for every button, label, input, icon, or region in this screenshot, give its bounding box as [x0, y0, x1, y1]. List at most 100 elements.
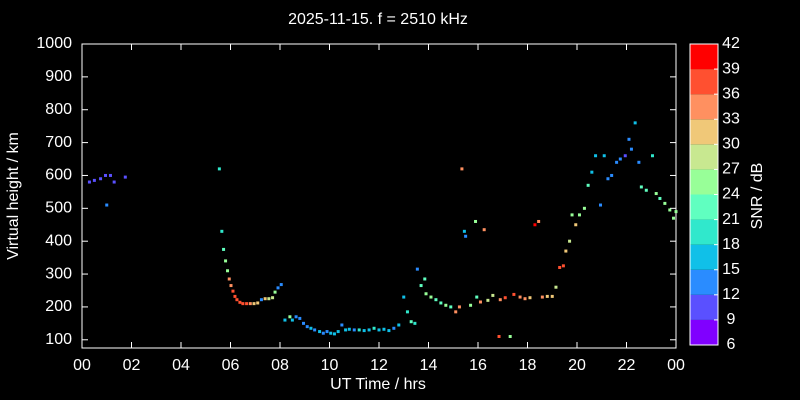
point	[302, 321, 306, 325]
point	[224, 259, 228, 263]
point	[377, 328, 381, 332]
point	[241, 302, 245, 306]
y-tick-label: 100	[45, 331, 72, 348]
point	[231, 289, 235, 293]
point	[475, 295, 479, 299]
y-tick-label: 200	[45, 298, 72, 315]
point	[602, 154, 606, 158]
x-tick-label: 20	[568, 357, 586, 374]
point	[637, 160, 641, 164]
point	[564, 249, 568, 253]
point	[449, 305, 453, 309]
point	[599, 203, 603, 207]
point	[554, 285, 558, 289]
x-tick-label: 14	[420, 357, 438, 374]
point	[491, 293, 495, 297]
colorbar-tick-label: 30	[722, 136, 740, 153]
point	[415, 267, 419, 271]
point	[497, 334, 501, 338]
point	[313, 328, 317, 332]
point	[238, 300, 242, 304]
point	[290, 318, 294, 322]
point	[568, 239, 572, 243]
point	[392, 326, 396, 330]
point	[627, 137, 631, 141]
point	[419, 284, 423, 288]
point	[99, 177, 103, 181]
point	[644, 188, 648, 192]
colorbar-tick-label: 15	[722, 261, 740, 278]
point	[263, 297, 267, 301]
point	[105, 203, 109, 207]
point	[227, 277, 231, 281]
point	[550, 294, 554, 298]
point	[537, 219, 541, 223]
point	[586, 183, 590, 187]
point	[288, 315, 292, 319]
colorbar-tick-label: 12	[722, 286, 740, 303]
colorbar-band	[690, 44, 718, 70]
chart-title: 2025-11-15. f = 2510 kHz	[288, 11, 468, 28]
y-tick-label: 700	[45, 134, 72, 151]
point	[347, 327, 351, 331]
point	[271, 296, 275, 300]
point	[606, 177, 610, 181]
point	[658, 196, 662, 200]
point	[305, 325, 309, 329]
point	[226, 269, 230, 273]
y-tick-label: 400	[45, 232, 72, 249]
point	[123, 175, 127, 179]
colorbar-tick-label: 36	[722, 85, 740, 102]
point	[512, 292, 516, 296]
point	[362, 329, 366, 333]
plot-frame	[81, 43, 677, 349]
y-tick-label: 600	[45, 167, 72, 184]
colorbar-band	[690, 119, 718, 145]
colorbar-tick-label: 21	[722, 211, 740, 228]
point	[233, 294, 237, 298]
point	[104, 173, 108, 177]
point	[498, 298, 502, 302]
point	[340, 323, 344, 327]
point	[570, 213, 574, 217]
colorbar-tick-label: 39	[722, 60, 740, 77]
point	[610, 173, 614, 177]
point	[276, 286, 280, 290]
point	[429, 295, 433, 299]
point	[629, 147, 633, 151]
point	[318, 330, 322, 334]
point	[423, 277, 427, 281]
point	[235, 298, 239, 302]
point	[518, 295, 522, 299]
point	[462, 229, 466, 233]
point	[424, 292, 428, 296]
point	[469, 303, 473, 307]
point	[457, 305, 461, 309]
point	[256, 301, 260, 305]
point	[574, 223, 578, 227]
x-tick-label: 04	[172, 357, 190, 374]
x-tick-label: 06	[222, 357, 240, 374]
y-tick-label: 500	[45, 200, 72, 217]
point	[482, 228, 486, 232]
point	[259, 298, 263, 302]
x-tick-label: 16	[469, 357, 487, 374]
point	[332, 332, 336, 336]
colorbar-label: SNR / dB	[749, 163, 766, 230]
colorbar-band	[690, 69, 718, 95]
point	[309, 326, 313, 330]
point	[92, 178, 96, 182]
point	[582, 206, 586, 210]
point	[252, 302, 256, 306]
point	[405, 310, 409, 314]
point	[464, 234, 468, 238]
point	[503, 296, 507, 300]
point	[321, 331, 325, 335]
point	[352, 328, 356, 332]
colorbar-band	[690, 219, 718, 245]
colorbar-tick-label: 6	[727, 336, 736, 353]
point	[474, 219, 478, 223]
point	[279, 283, 283, 287]
point	[545, 294, 549, 298]
point	[357, 328, 361, 332]
